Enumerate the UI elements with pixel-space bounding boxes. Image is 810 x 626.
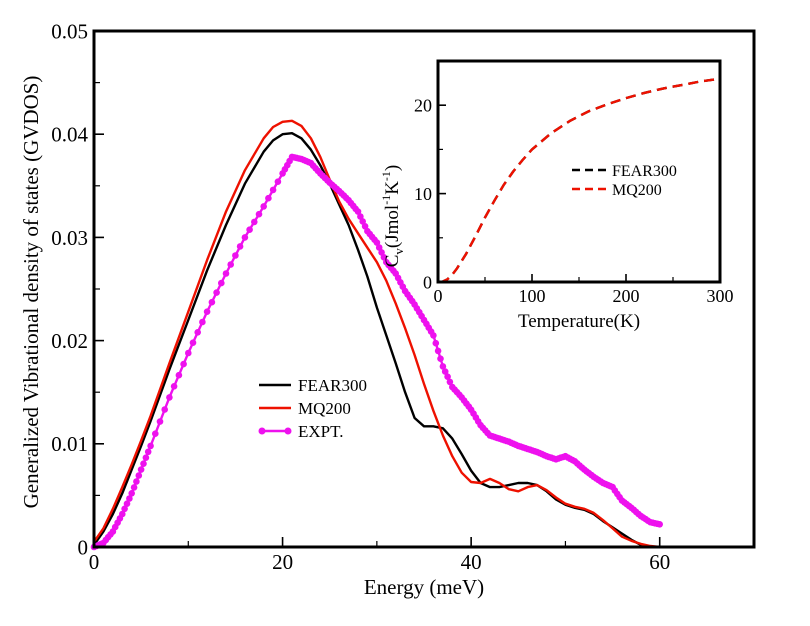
main-y-axis-label: Generalized Vibrational density of state… — [19, 76, 43, 509]
main-x-tick-label: 60 — [649, 550, 670, 574]
main-y-tick-label: 0.03 — [51, 226, 88, 250]
main-point-expt — [656, 521, 663, 528]
main-point-expt — [156, 418, 164, 425]
legend-label-mq200: MQ200 — [298, 399, 351, 418]
main-point-expt — [444, 373, 451, 381]
main-point-expt — [175, 371, 183, 379]
main-point-expt — [161, 406, 168, 413]
main-point-expt — [260, 203, 268, 210]
main-point-expt — [446, 378, 454, 386]
main-point-expt — [378, 249, 385, 256]
main-point-expt — [170, 383, 178, 390]
main-point-expt — [227, 261, 234, 268]
main-point-expt — [246, 226, 253, 233]
main-point-expt — [236, 243, 244, 250]
main-x-tick-label: 20 — [272, 550, 293, 574]
main-point-expt — [373, 239, 381, 246]
inset-tick-labels: 0 100 200 300 0 10 20 — [414, 96, 734, 307]
main-point-expt — [128, 490, 135, 497]
main-point-expt — [269, 186, 277, 194]
legend-label-expt: EXPT. — [298, 422, 344, 441]
main-point-expt — [430, 332, 437, 339]
main-x-tick-label: 0 — [89, 550, 100, 574]
main-point-expt — [359, 218, 367, 225]
inset-y-tick-label: 0 — [423, 272, 432, 292]
inset-y-axis-label: Cv(Jmol-1K-1) — [379, 165, 406, 268]
main-point-expt — [130, 484, 138, 491]
main-point-expt — [123, 500, 131, 508]
main-point-expt — [185, 349, 192, 357]
main-point-expt — [222, 270, 230, 277]
legend-label-fear300: FEAR300 — [298, 376, 367, 395]
main-y-tick-label: 0.05 — [51, 19, 88, 43]
inset-legend-label-mq200: MQ200 — [612, 182, 662, 199]
main-point-expt — [166, 394, 173, 401]
main-point-expt — [432, 339, 440, 347]
main-point-expt — [274, 178, 282, 185]
main-point-expt — [119, 510, 126, 518]
main-point-expt — [208, 298, 216, 306]
main-point-expt — [361, 223, 369, 230]
main-plot-frame — [92, 29, 756, 549]
main-point-expt — [354, 208, 362, 215]
main-point-expt — [135, 472, 143, 479]
legend-marker-expt-left — [258, 427, 266, 435]
main-point-expt — [265, 194, 272, 202]
main-point-expt — [434, 347, 442, 355]
main-point-expt — [144, 448, 152, 456]
main-point-expt — [380, 253, 388, 261]
inset-legend-label-fear300: FEAR300 — [612, 163, 677, 180]
main-point-expt — [152, 430, 159, 438]
main-point-expt — [232, 252, 239, 259]
main-point-expt — [241, 234, 249, 241]
main-point-expt — [126, 495, 133, 502]
main-point-expt — [213, 289, 220, 296]
main-point-expt — [142, 454, 150, 462]
inset-plot-frame — [436, 59, 722, 284]
main-point-expt — [218, 279, 225, 287]
inset-x-tick-label: 300 — [707, 286, 734, 306]
main-point-expt — [251, 218, 258, 226]
inset-x-tick-label: 0 — [434, 286, 443, 306]
main-point-expt — [194, 329, 201, 336]
inset-y-tick-label: 10 — [414, 184, 432, 204]
inset-x-axis-label: Temperature(K) — [518, 311, 640, 332]
main-point-expt — [133, 478, 140, 485]
main-point-expt — [439, 363, 447, 370]
main-point-expt — [189, 339, 197, 347]
main-legend: FEAR300 MQ200 EXPT. — [258, 376, 367, 441]
main-point-expt — [375, 244, 383, 251]
main-point-expt — [199, 318, 206, 326]
main-point-expt — [437, 355, 444, 363]
main-point-expt — [137, 466, 145, 473]
legend-marker-expt-right — [284, 427, 292, 435]
main-point-expt — [255, 210, 263, 218]
main-x-axis-label: Energy (meV) — [364, 575, 484, 599]
main-y-tick-label: 0.02 — [51, 329, 88, 353]
main-point-expt — [357, 213, 364, 220]
inset-series-group — [439, 77, 721, 284]
inset-series-line-mq200 — [439, 77, 721, 284]
main-series-line-mq200 — [93, 119, 660, 549]
main-y-tick-label: 0.04 — [51, 123, 88, 147]
main-tick-labels: 0 20 40 60 0 0.01 0.02 0.03 0.04 0.05 — [51, 19, 670, 574]
inset-background — [438, 61, 720, 282]
inset-y-tick-label: 20 — [414, 96, 432, 116]
inset-chart: 0 100 200 300 0 10 20 Temperature(K) Cv(Jmol-1… — [379, 59, 734, 332]
inset-x-tick-label: 100 — [519, 286, 546, 306]
main-point-expt — [180, 360, 187, 368]
main-point-expt — [203, 308, 211, 316]
main-point-expt — [121, 505, 128, 513]
main-point-expt — [140, 460, 147, 468]
main-x-tick-label: 40 — [461, 550, 482, 574]
main-point-expt — [147, 442, 154, 450]
main-point-expt — [441, 368, 449, 375]
main-chart: 0 20 40 60 0 0.01 0.02 0.03 0.04 0.05 Energy (meV… — [19, 19, 756, 599]
inset-legend: FEAR300 MQ200 — [572, 163, 677, 199]
main-y-tick-label: 0.01 — [51, 432, 88, 456]
main-y-tick-label: 0 — [78, 535, 89, 559]
inset-x-tick-label: 200 — [613, 286, 640, 306]
